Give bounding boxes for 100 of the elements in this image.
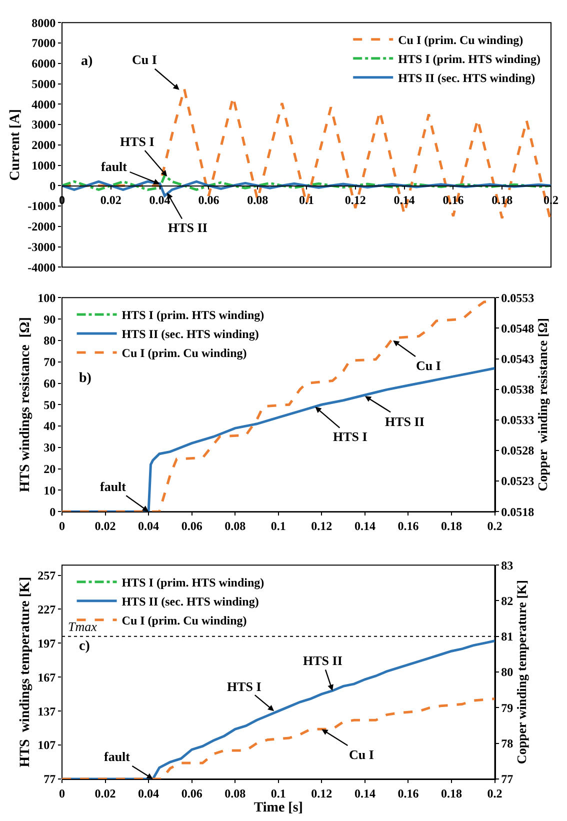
y-tick-label: 167 bbox=[38, 670, 56, 684]
y-tick-label: 197 bbox=[38, 636, 56, 650]
annotation: Cu I bbox=[416, 358, 441, 373]
y2-tick-label: 77 bbox=[501, 772, 514, 786]
y-tick-label: 40 bbox=[44, 419, 56, 434]
x-tick-label: 0.12 bbox=[311, 786, 332, 800]
x-tick-label: 0.06 bbox=[181, 786, 202, 800]
y-tick-label: 0 bbox=[50, 178, 56, 193]
y-tick-label: 8000 bbox=[32, 16, 56, 30]
y2-tick-label: 0.0523 bbox=[501, 474, 534, 488]
x-tick-label: 0.12 bbox=[344, 193, 366, 208]
y2-tick-label: 0.0553 bbox=[501, 290, 534, 305]
annotation: Cu I bbox=[132, 52, 157, 67]
y-tick-label: 20 bbox=[44, 462, 56, 476]
annotation: fault bbox=[104, 749, 131, 764]
legend-label: HTS II (sec. HTS winding) bbox=[398, 71, 536, 86]
y2-tick-label: 0.0538 bbox=[501, 382, 534, 397]
legend-label: HTS II (sec. HTS winding) bbox=[122, 594, 259, 609]
x-tick-label: 0.16 bbox=[398, 786, 419, 800]
x-tick-label: 0.2 bbox=[487, 786, 502, 800]
x-tick-label: 0 bbox=[59, 519, 65, 533]
annotation: b) bbox=[79, 371, 92, 386]
annotation: HTS I bbox=[120, 134, 154, 149]
x-tick-label: 0.18 bbox=[440, 786, 462, 800]
y-tick-label: -1000 bbox=[28, 199, 56, 214]
y-tick-label: 1000 bbox=[32, 158, 56, 172]
y-tick-label: 3000 bbox=[32, 118, 56, 132]
x-tick-label: 0.02 bbox=[94, 519, 116, 533]
legend-label: HTS I (prim. HTS winding) bbox=[398, 52, 540, 66]
y-tick-label: 60 bbox=[44, 376, 56, 390]
annotation: HTS II bbox=[385, 414, 424, 429]
y-tick-label: 2000 bbox=[32, 138, 56, 152]
y-tick-label: 5000 bbox=[32, 76, 56, 91]
x-tick-label: 0.12 bbox=[311, 519, 332, 533]
annotation: c) bbox=[79, 639, 90, 654]
annotation: HTS II bbox=[168, 220, 208, 235]
y2-tick-label: 79 bbox=[501, 700, 514, 715]
y-tick-label: 257 bbox=[38, 568, 56, 582]
y-tick-label: 6000 bbox=[32, 56, 56, 71]
x-axis-title: Time [s] bbox=[254, 800, 303, 816]
x-tick-label: 0.1 bbox=[299, 193, 314, 208]
annotation: a) bbox=[81, 54, 93, 69]
y-tick-label: -4000 bbox=[28, 260, 56, 274]
legend-label: Cu I (prim. Cu winding) bbox=[122, 346, 247, 360]
x-tick-label: 0.06 bbox=[181, 519, 202, 533]
y2-tick-label: 0.0543 bbox=[501, 352, 534, 366]
x-tick-label: 0.04 bbox=[138, 519, 160, 533]
y-tick-label: 70 bbox=[44, 355, 56, 370]
y2-axis-title: Copper winding resistance [Ω] bbox=[534, 318, 550, 492]
y2-tick-label: 0.0533 bbox=[501, 413, 534, 428]
legend-label: Cu I (prim. Cu winding) bbox=[398, 33, 524, 48]
annotation: fault bbox=[101, 159, 128, 174]
y-tick-label: 30 bbox=[44, 440, 56, 455]
y-axis-title: HTS windings temperature [K] bbox=[18, 576, 34, 768]
y2-tick-label: 80 bbox=[501, 665, 514, 680]
y-tick-label: 100 bbox=[38, 290, 56, 305]
legend-label: HTS I (prim. HTS winding) bbox=[122, 576, 264, 590]
annotation: HTS II bbox=[303, 653, 342, 668]
y-tick-label: 90 bbox=[44, 312, 56, 326]
x-tick-label: 0.1 bbox=[270, 786, 286, 800]
x-tick-label: 0.1 bbox=[270, 519, 286, 533]
x-tick-label: 0.08 bbox=[224, 786, 246, 800]
y-tick-label: 10 bbox=[44, 483, 56, 498]
y-tick-label: 7000 bbox=[32, 36, 56, 50]
y-tick-label: 227 bbox=[38, 602, 56, 616]
y2-tick-label: 78 bbox=[501, 736, 514, 751]
y-tick-label: 77 bbox=[44, 772, 56, 786]
x-tick-label: 0 bbox=[59, 786, 65, 800]
y2-tick-label: 81 bbox=[501, 630, 514, 644]
y2-tick-label: 0.0528 bbox=[501, 444, 534, 458]
y-axis-title: Current [A] bbox=[8, 109, 24, 181]
y-tick-label: -2000 bbox=[28, 220, 56, 234]
x-tick-label: 0.18 bbox=[440, 519, 462, 533]
y-tick-label: 50 bbox=[44, 398, 56, 412]
y2-tick-label: 83 bbox=[501, 558, 514, 572]
annotation: fault bbox=[100, 479, 127, 494]
ref-line-label: Tmax bbox=[68, 619, 98, 634]
x-tick-label: 0.14 bbox=[354, 519, 376, 533]
y-tick-label: 137 bbox=[38, 704, 56, 718]
y2-tick-label: 0.0518 bbox=[501, 504, 534, 519]
x-tick-label: 0.2 bbox=[487, 519, 502, 533]
x-tick-label: 0.14 bbox=[354, 786, 376, 800]
y-tick-label: 0 bbox=[50, 504, 56, 519]
legend-label: HTS I (prim. HTS winding) bbox=[122, 308, 264, 322]
x-tick-label: 0.02 bbox=[100, 193, 122, 208]
legend-label: Cu I (prim. Cu winding) bbox=[122, 614, 247, 628]
legend-label: HTS II (sec. HTS winding) bbox=[122, 327, 259, 342]
y-tick-label: 4000 bbox=[32, 97, 56, 112]
y-tick-label: 107 bbox=[38, 738, 56, 752]
annotation: HTS I bbox=[333, 429, 368, 444]
x-tick-label: 0.02 bbox=[94, 786, 116, 800]
y-axis-title: HTS windings resistance [Ω] bbox=[18, 317, 34, 492]
annotation: Cu I bbox=[349, 747, 374, 762]
annotation: HTS I bbox=[227, 679, 262, 694]
y-tick-label: -3000 bbox=[28, 240, 56, 254]
y2-tick-label: 0.0548 bbox=[501, 321, 534, 336]
y2-axis-title: Copper winding temperature [K] bbox=[514, 580, 529, 764]
x-tick-label: 0.04 bbox=[138, 786, 160, 800]
x-tick-label: 0.16 bbox=[398, 519, 419, 533]
y2-tick-label: 82 bbox=[501, 594, 514, 608]
